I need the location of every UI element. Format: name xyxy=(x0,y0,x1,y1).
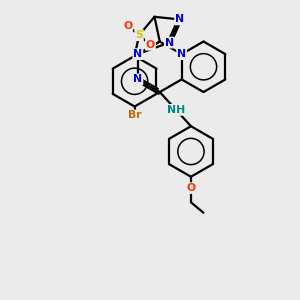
Text: N: N xyxy=(133,74,142,84)
Text: N: N xyxy=(165,38,174,47)
Text: NH: NH xyxy=(167,105,185,115)
Text: Br: Br xyxy=(128,110,141,120)
Text: O: O xyxy=(186,183,196,193)
Text: N: N xyxy=(133,49,142,59)
Text: N: N xyxy=(175,14,184,24)
Text: O: O xyxy=(146,40,155,50)
Text: S: S xyxy=(135,30,143,40)
Text: N: N xyxy=(177,49,186,59)
Text: O: O xyxy=(123,21,132,31)
